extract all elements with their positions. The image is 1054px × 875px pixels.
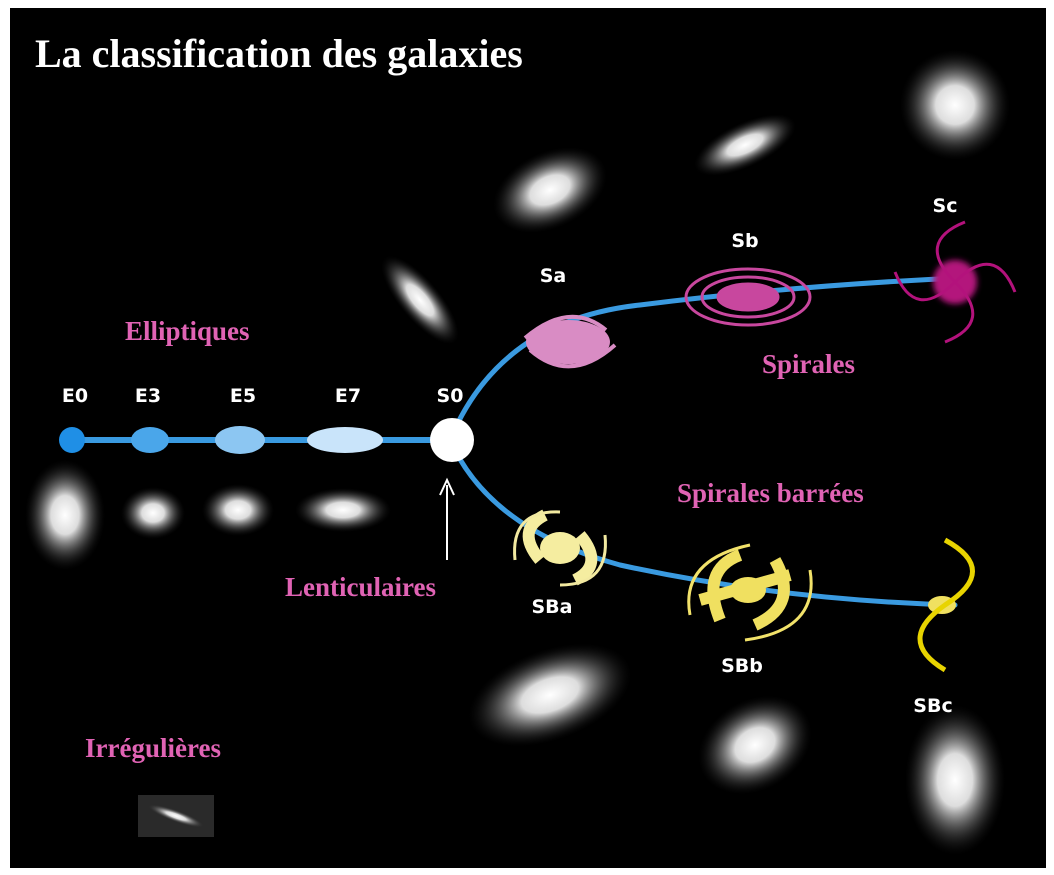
node-label: SBb [721, 655, 763, 677]
shape-e7 [307, 427, 383, 453]
node-label: E5 [230, 385, 256, 407]
group-label: Elliptiques [125, 316, 250, 346]
shape-e0 [59, 427, 85, 453]
node-label: E0 [62, 385, 88, 407]
node-label: SBa [532, 596, 573, 618]
shape-e3 [131, 427, 169, 453]
diagram: La classification des galaxies Elliptiqu… [0, 0, 1054, 875]
node-label: SBc [913, 695, 952, 717]
node-label: S0 [437, 385, 464, 407]
photo [295, 488, 391, 532]
node-label: E3 [135, 385, 161, 407]
group-label: Spirales barrées [677, 478, 864, 508]
body: La classification des galaxies Elliptiqu… [0, 0, 1054, 875]
shape-s0 [430, 418, 474, 462]
photo [202, 484, 274, 536]
node-label: E7 [335, 385, 361, 407]
title: La classification des galaxies [35, 31, 523, 76]
node-label: Sa [540, 265, 567, 287]
photo [121, 487, 185, 539]
node-label: Sc [933, 195, 958, 217]
node-label: Sb [731, 230, 758, 252]
group-label: Lenticulaires [285, 572, 436, 602]
photo [25, 460, 105, 570]
shape-e5 [215, 426, 265, 454]
page: La classification des galaxies {"title":… [0, 0, 1054, 875]
group-label: Irrégulières [85, 733, 221, 763]
group-label: Spirales [762, 349, 855, 379]
photo [905, 705, 1005, 855]
photo [900, 50, 1010, 160]
